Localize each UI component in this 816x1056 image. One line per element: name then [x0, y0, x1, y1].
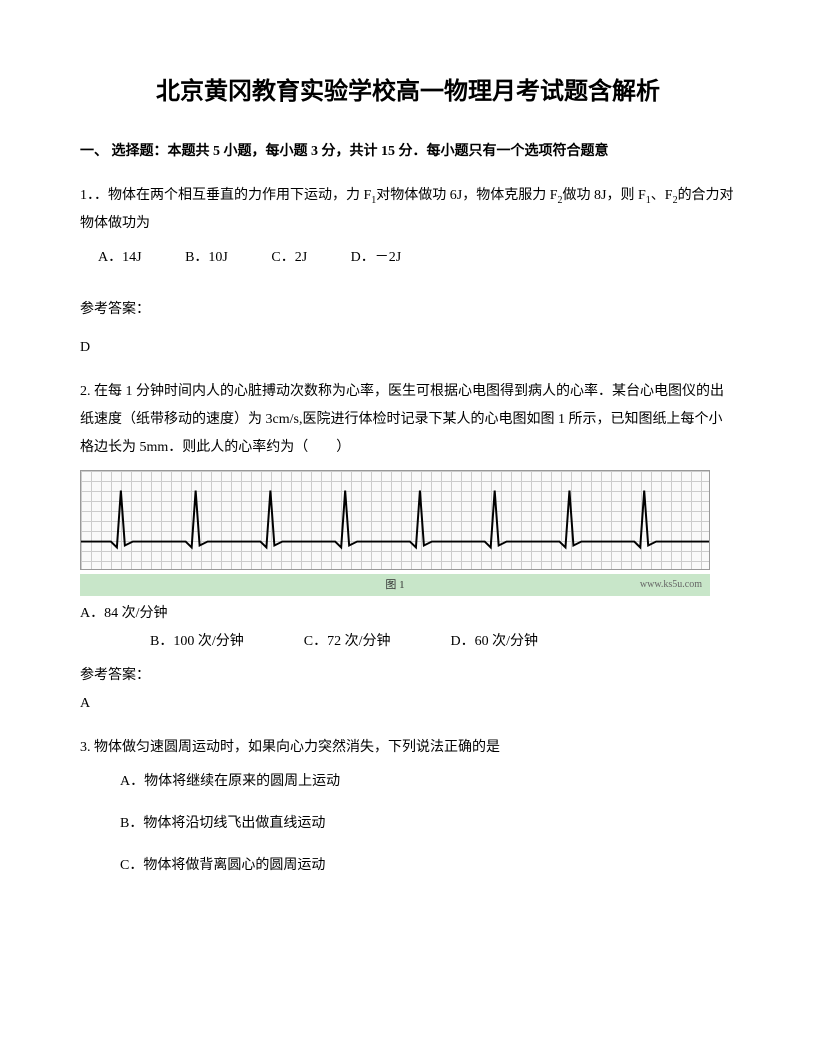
ecg-chart — [80, 470, 710, 570]
q2-answer: A — [80, 690, 736, 718]
q1-answer-label: 参考答案： — [80, 296, 736, 324]
q2-option-c: C．72 次/分钟 — [304, 628, 391, 656]
q2-option-d: D．60 次/分钟 — [450, 628, 538, 656]
q1-text-mid1: 对物体做功 6J，物体克服力 F — [376, 188, 557, 203]
question-3-text: 3. 物体做匀速圆周运动时，如果向心力突然消失，下列说法正确的是 — [80, 734, 736, 762]
q1-answer: D — [80, 334, 736, 362]
question-2: 2. 在每 1 分钟时间内人的心脏搏动次数称为心率，医生可根据心电图得到病人的心… — [80, 378, 736, 718]
q1-option-c: C．2J — [271, 244, 307, 272]
ecg-footer: 图 1 www.ks5u.com — [80, 574, 710, 596]
ecg-waveform — [81, 471, 709, 569]
section-header: 一、 选择题：本题共 5 小题，每小题 3 分，共计 15 分．每小题只有一个选… — [80, 141, 736, 163]
question-2-text: 2. 在每 1 分钟时间内人的心脏搏动次数称为心率，医生可根据心电图得到病人的心… — [80, 378, 736, 462]
ecg-watermark: www.ks5u.com — [640, 575, 702, 595]
q1-option-d: D．－2J — [351, 244, 402, 272]
q2-option-b: B．100 次/分钟 — [150, 628, 244, 656]
q2-answer-label: 参考答案： — [80, 662, 736, 690]
q3-option-c: C．物体将做背离圆心的圆周运动 — [120, 852, 736, 880]
q2-option-a: A．84 次/分钟 — [80, 606, 168, 621]
q3-options: A．物体将继续在原来的圆周上运动 B．物体将沿切线飞出做直线运动 C．物体将做背… — [80, 768, 736, 880]
q3-option-b: B．物体将沿切线飞出做直线运动 — [120, 810, 736, 838]
question-3: 3. 物体做匀速圆周运动时，如果向心力突然消失，下列说法正确的是 A．物体将继续… — [80, 734, 736, 880]
question-1: 1．．物体在两个相互垂直的力作用下运动，力 F1对物体做功 6J，物体克服力 F… — [80, 182, 736, 363]
q1-text-pre: 1．．物体在两个相互垂直的力作用下运动，力 F — [80, 188, 371, 203]
q1-option-a: A．14J — [98, 244, 142, 272]
ecg-label: 图 1 — [385, 574, 404, 596]
question-1-text: 1．．物体在两个相互垂直的力作用下运动，力 F1对物体做功 6J，物体克服力 F… — [80, 182, 736, 239]
q2-options: A．84 次/分钟 B．100 次/分钟 C．72 次/分钟 D．60 次/分钟 — [80, 600, 736, 656]
q1-text-mid3: 、F — [651, 188, 673, 203]
page-title: 北京黄冈教育实验学校高一物理月考试题含解析 — [80, 70, 736, 113]
q1-option-b: B．10J — [185, 244, 228, 272]
q1-options: A．14J B．10J C．2J D．－2J — [80, 244, 736, 272]
q1-text-mid2: 做功 8J，则 F — [563, 188, 646, 203]
q3-option-a: A．物体将继续在原来的圆周上运动 — [120, 768, 736, 796]
